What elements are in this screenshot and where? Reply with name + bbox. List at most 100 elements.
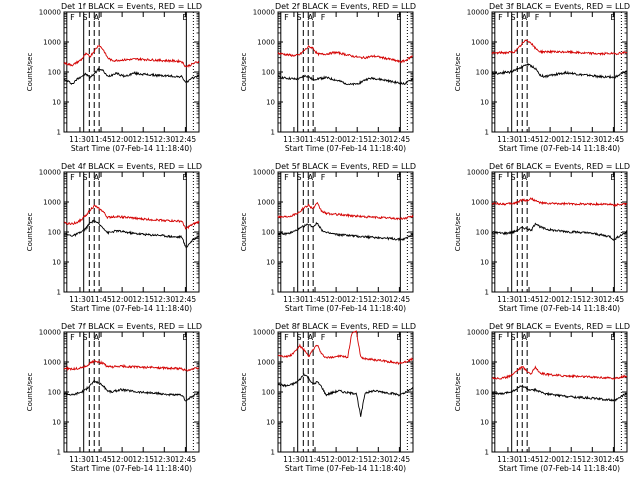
x-axis-label: Start Time (07-Feb-14 11:18:40) bbox=[499, 464, 620, 473]
y-tick-label: 1000 bbox=[471, 359, 489, 367]
flag-label: F bbox=[498, 173, 503, 182]
x-tick-label: 12:30 bbox=[581, 295, 603, 304]
x-tick-label: 11:45 bbox=[90, 455, 112, 464]
y-tick-label: 1 bbox=[485, 449, 489, 457]
y-tick-label: 100 bbox=[476, 389, 489, 397]
x-tick-label: 12:30 bbox=[153, 135, 175, 144]
x-tick-label: 12:30 bbox=[153, 295, 175, 304]
y-tick-label: 1000 bbox=[43, 359, 61, 367]
x-tick-label: 12:45 bbox=[389, 455, 411, 464]
series-lld-line bbox=[277, 329, 414, 366]
x-tick-label: 11:30 bbox=[497, 455, 519, 464]
x-tick-label: 12:45 bbox=[603, 455, 625, 464]
x-tick-label: 12:15 bbox=[560, 135, 582, 144]
y-tick-label: 10 bbox=[52, 99, 61, 107]
x-tick-label: 12:30 bbox=[581, 135, 603, 144]
x-tick-label: 12:15 bbox=[132, 135, 154, 144]
x-tick-label: 12:15 bbox=[346, 295, 368, 304]
x-tick-label: 12:45 bbox=[603, 135, 625, 144]
x-tick-label: 12:30 bbox=[153, 455, 175, 464]
x-axis-label: Start Time (07-Feb-14 11:18:40) bbox=[285, 304, 406, 313]
x-tick-label: 12:15 bbox=[132, 455, 154, 464]
chart-title: Det 4f BLACK = Events, RED = LLD bbox=[61, 162, 202, 171]
x-axis-label: Start Time (07-Feb-14 11:18:40) bbox=[71, 144, 192, 153]
y-tick-label: 1000 bbox=[257, 199, 275, 207]
x-tick-label: 12:45 bbox=[389, 135, 411, 144]
y-tick-label: 10 bbox=[266, 419, 275, 427]
chart-panel-4: Det 4f BLACK = Events, RED = LLD Counts/s… bbox=[26, 162, 202, 313]
x-tick-label: 12:00 bbox=[539, 455, 561, 464]
x-tick-label: 11:30 bbox=[497, 135, 519, 144]
x-tick-label: 12:15 bbox=[346, 135, 368, 144]
flag-label: A bbox=[308, 13, 314, 22]
plot-frame bbox=[277, 171, 414, 293]
y-tick-label: 10 bbox=[266, 99, 275, 107]
series-events-line bbox=[491, 384, 628, 402]
y-tick-label: 1000 bbox=[257, 359, 275, 367]
x-tick-label: 11:30 bbox=[69, 135, 91, 144]
x-tick-label: 11:30 bbox=[283, 135, 305, 144]
chart-title: Det 1f BLACK = Events, RED = LLD bbox=[61, 2, 202, 11]
flag-label: E bbox=[182, 13, 187, 22]
flag-label: S bbox=[297, 333, 302, 342]
y-tick-label: 1000 bbox=[43, 39, 61, 47]
y-tick-label: 1000 bbox=[43, 199, 61, 207]
y-tick-label: 10000 bbox=[39, 329, 61, 337]
series-lld-line bbox=[491, 197, 628, 208]
x-axis-label: Start Time (07-Feb-14 11:18:40) bbox=[499, 144, 620, 153]
series-lld-line bbox=[63, 359, 200, 372]
series-events-line bbox=[491, 63, 628, 79]
flag-label: A bbox=[522, 13, 528, 22]
flag-label: E bbox=[610, 173, 615, 182]
flag-label: E bbox=[610, 13, 615, 22]
y-tick-label: 10000 bbox=[39, 169, 61, 177]
y-tick-label: 10000 bbox=[253, 329, 275, 337]
x-tick-label: 12:00 bbox=[111, 135, 133, 144]
x-axis-label: Start Time (07-Feb-14 11:18:40) bbox=[71, 464, 192, 473]
flag-label: E bbox=[182, 333, 187, 342]
x-tick-label: 12:00 bbox=[539, 295, 561, 304]
plot-frame bbox=[63, 171, 200, 293]
x-tick-label: 11:45 bbox=[518, 135, 540, 144]
series-events-line bbox=[491, 222, 628, 241]
chart-panel-5: Det 5f BLACK = Events, RED = LLD Counts/s… bbox=[240, 162, 416, 313]
x-tick-label: 12:00 bbox=[325, 295, 347, 304]
y-tick-label: 100 bbox=[262, 69, 275, 77]
y-tick-label: 10000 bbox=[253, 169, 275, 177]
x-axis-label: Start Time (07-Feb-14 11:18:40) bbox=[285, 464, 406, 473]
y-tick-label: 100 bbox=[48, 389, 61, 397]
y-axis-label: Counts/sec bbox=[240, 53, 248, 92]
y-tick-label: 10 bbox=[480, 259, 489, 267]
series-events-line bbox=[63, 379, 200, 402]
x-tick-label: 12:00 bbox=[111, 295, 133, 304]
y-tick-label: 1 bbox=[57, 449, 61, 457]
series-lld-line bbox=[491, 39, 628, 56]
x-tick-label: 11:45 bbox=[304, 455, 326, 464]
series-events-line bbox=[277, 373, 414, 417]
y-axis-label: Counts/sec bbox=[240, 213, 248, 252]
flag-label: S bbox=[297, 173, 302, 182]
flag-label: F bbox=[498, 13, 503, 22]
y-tick-label: 1000 bbox=[471, 39, 489, 47]
x-tick-label: 12:30 bbox=[581, 455, 603, 464]
flag-label: F bbox=[70, 13, 75, 22]
x-axis-label: Start Time (07-Feb-14 11:18:40) bbox=[71, 304, 192, 313]
y-tick-label: 1 bbox=[57, 129, 61, 137]
flag-label: A bbox=[308, 173, 314, 182]
series-lld-line bbox=[63, 44, 200, 68]
x-axis-label: Start Time (07-Feb-14 11:18:40) bbox=[499, 304, 620, 313]
y-tick-label: 10 bbox=[52, 419, 61, 427]
y-tick-label: 100 bbox=[476, 69, 489, 77]
y-tick-label: 100 bbox=[48, 229, 61, 237]
chart-title: Det 2f BLACK = Events, RED = LLD bbox=[275, 2, 416, 11]
x-tick-label: 11:45 bbox=[304, 295, 326, 304]
y-tick-label: 1 bbox=[485, 129, 489, 137]
flag-label: F bbox=[284, 173, 289, 182]
flag-label: S bbox=[511, 13, 516, 22]
y-tick-label: 1 bbox=[271, 129, 275, 137]
y-tick-label: 10 bbox=[266, 259, 275, 267]
x-tick-label: 11:45 bbox=[518, 455, 540, 464]
chart-panel-8: Det 8f BLACK = Events, RED = LLD Counts/s… bbox=[240, 322, 416, 473]
series-lld-line bbox=[277, 201, 414, 221]
flag-label: F bbox=[321, 333, 326, 342]
